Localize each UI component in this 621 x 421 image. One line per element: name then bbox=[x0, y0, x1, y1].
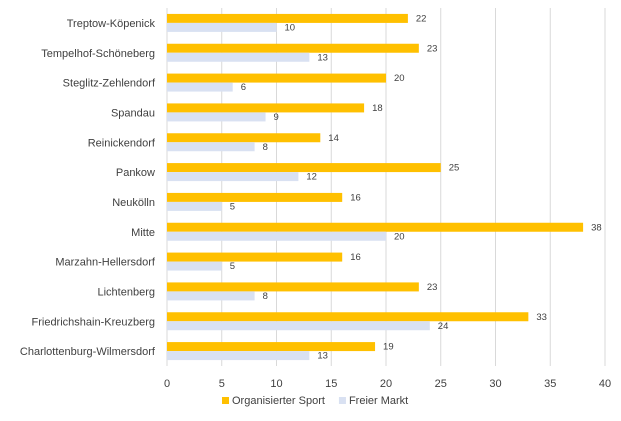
data-label: 8 bbox=[263, 142, 268, 153]
x-tick-label: 35 bbox=[544, 378, 556, 390]
category-label: Pankow bbox=[116, 167, 155, 179]
category-label: Lichtenberg bbox=[98, 286, 156, 298]
bar-organisierter-sport bbox=[167, 342, 376, 352]
data-label: 12 bbox=[306, 172, 317, 183]
data-label: 33 bbox=[536, 312, 547, 323]
data-label: 8 bbox=[263, 291, 268, 302]
data-label: 25 bbox=[449, 163, 460, 174]
bar-freier-markt bbox=[167, 52, 310, 62]
x-tick-label: 20 bbox=[380, 378, 392, 390]
category-label: Reinickendorf bbox=[88, 137, 156, 149]
data-label: 5 bbox=[230, 261, 235, 272]
legend: Organisierter Sport Freier Markt bbox=[222, 395, 408, 407]
bar-freier-markt bbox=[167, 82, 233, 92]
data-label: 23 bbox=[427, 43, 438, 54]
bar-freier-markt bbox=[167, 321, 430, 331]
data-label: 14 bbox=[328, 133, 339, 144]
bar-organisierter-sport bbox=[167, 192, 343, 202]
x-tick-label: 30 bbox=[489, 378, 501, 390]
bar-freier-markt bbox=[167, 351, 310, 361]
bar-organisierter-sport bbox=[167, 163, 441, 173]
x-tick-label: 10 bbox=[270, 378, 282, 390]
bar-organisierter-sport bbox=[167, 312, 529, 322]
bar-freier-markt bbox=[167, 112, 266, 122]
x-tick-labels: 0 5 10 15 20 25 30 35 40 bbox=[164, 378, 611, 390]
bar-organisierter-sport bbox=[167, 222, 584, 232]
category-labels: Treptow-Köpenick Tempelhof-Schöneberg Steg… bbox=[20, 18, 156, 358]
data-label: 5 bbox=[230, 201, 235, 212]
data-label: 16 bbox=[350, 252, 361, 263]
bar-organisierter-sport bbox=[167, 73, 386, 83]
gridlines bbox=[166, 8, 606, 366]
bar-organisierter-sport bbox=[167, 103, 365, 113]
bar-freier-markt bbox=[167, 22, 277, 32]
category-label: Spandau bbox=[111, 107, 155, 119]
data-label: 22 bbox=[416, 13, 427, 24]
category-label: Steglitz-Zehlendorf bbox=[63, 78, 156, 90]
data-label: 23 bbox=[427, 282, 438, 293]
category-label: Friedrichshain-Kreuzberg bbox=[32, 316, 156, 328]
data-labels: 22 10 23 13 20 6 18 9 14 8 25 12 16 5 38 20 16 5 23 8 33 24 19… bbox=[230, 13, 602, 361]
bars bbox=[167, 13, 584, 361]
data-label: 16 bbox=[350, 192, 361, 203]
bar-organisierter-sport bbox=[167, 43, 419, 53]
data-label: 20 bbox=[394, 231, 405, 242]
legend-label: Organisierter Sport bbox=[232, 395, 325, 407]
x-tick-label: 5 bbox=[219, 378, 225, 390]
x-tick-label: 15 bbox=[325, 378, 337, 390]
data-label: 13 bbox=[317, 52, 328, 63]
bar-organisierter-sport bbox=[167, 133, 321, 143]
data-label: 18 bbox=[372, 103, 383, 114]
category-label: Charlottenburg-Wilmersdorf bbox=[20, 346, 156, 358]
legend-swatch bbox=[222, 397, 229, 404]
data-label: 20 bbox=[394, 73, 405, 84]
category-label: Tempelhof-Schöneberg bbox=[41, 48, 155, 60]
data-label: 13 bbox=[317, 351, 328, 362]
legend-label: Freier Markt bbox=[349, 395, 408, 407]
bar-freier-markt bbox=[167, 231, 386, 241]
bar-freier-markt bbox=[167, 291, 255, 301]
data-label: 10 bbox=[285, 22, 296, 33]
data-label: 38 bbox=[591, 222, 602, 233]
data-label: 6 bbox=[241, 82, 246, 93]
data-label: 24 bbox=[438, 321, 449, 332]
legend-swatch bbox=[338, 397, 346, 404]
data-label: 19 bbox=[383, 342, 394, 353]
bar-freier-markt bbox=[167, 172, 299, 182]
x-tick-label: 40 bbox=[599, 378, 611, 390]
category-label: Neukölln bbox=[112, 197, 155, 209]
bar-organisierter-sport bbox=[167, 282, 419, 292]
data-label: 9 bbox=[274, 112, 279, 123]
bar-organisierter-sport bbox=[167, 252, 343, 262]
bar-freier-markt bbox=[167, 142, 255, 152]
bar-freier-markt bbox=[167, 261, 222, 271]
category-label: Treptow-Köpenick bbox=[67, 18, 156, 30]
bar-freier-markt bbox=[167, 201, 222, 211]
category-label: Marzahn-Hellersdorf bbox=[55, 257, 156, 269]
x-tick-label: 0 bbox=[164, 378, 170, 390]
x-tick-label: 25 bbox=[435, 378, 447, 390]
bar-organisierter-sport bbox=[167, 13, 408, 23]
category-label: Mitte bbox=[131, 227, 155, 239]
